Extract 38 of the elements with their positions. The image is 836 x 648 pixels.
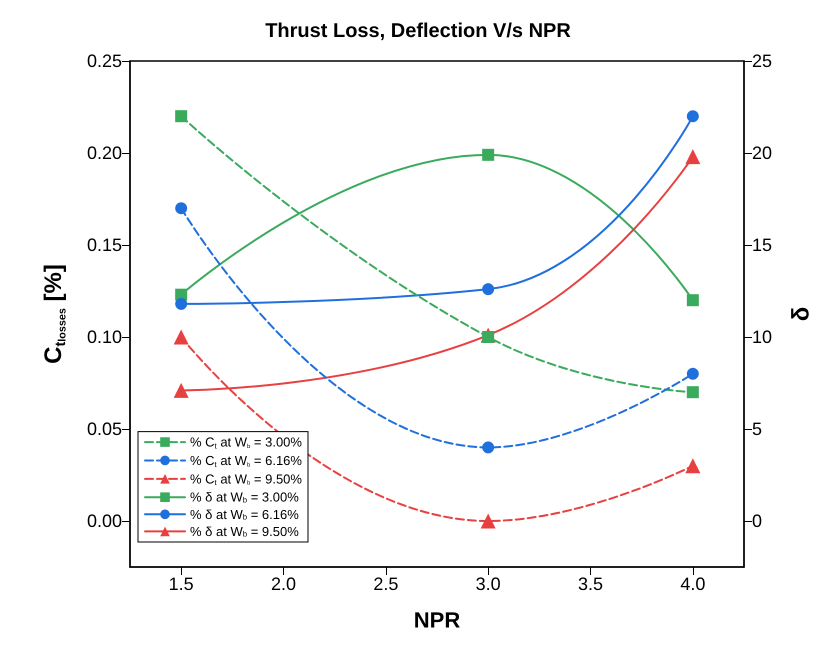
y-tick-label: 0.25 — [86, 51, 122, 71]
point — [175, 110, 188, 122]
point — [174, 382, 189, 398]
point — [685, 458, 700, 474]
x-tick-label: 3.5 — [578, 574, 604, 594]
y2-tick-label: 10 — [752, 327, 772, 347]
y2-tick-label: 5 — [752, 419, 762, 439]
point — [480, 514, 496, 528]
x-tick-label: 2.5 — [373, 574, 398, 594]
point — [686, 386, 699, 398]
x-tick-label: 2.0 — [270, 574, 296, 594]
y-tick-label: 0.00 — [86, 511, 122, 531]
chart-title: Thrust Loss, Deflection V/s NPR — [265, 20, 572, 42]
y-tick-label: 0.05 — [86, 419, 122, 439]
y-tick-label: 0.20 — [86, 143, 122, 163]
point — [482, 331, 494, 343]
y2-axis-title: δ — [788, 306, 814, 322]
y2-tick-label: 20 — [752, 143, 772, 163]
point — [482, 283, 494, 296]
point — [174, 330, 189, 344]
y-tick-label: 0.10 — [86, 327, 122, 347]
y2-tick-label: 0 — [752, 511, 762, 531]
point — [482, 441, 494, 454]
x-tick-label: 4.0 — [680, 574, 706, 594]
x-tick-label: 3.0 — [476, 574, 501, 594]
point — [685, 149, 700, 164]
point — [482, 148, 494, 161]
y2-tick-label: 25 — [752, 51, 772, 71]
point — [686, 294, 699, 306]
point — [175, 298, 188, 310]
y-axis-title: Ctlosses [%] — [40, 264, 69, 364]
point — [175, 202, 188, 214]
y-tick-label: 0.15 — [86, 235, 122, 255]
y2-tick-label: 15 — [752, 235, 772, 255]
x-tick-label: 1.5 — [168, 574, 194, 594]
point — [686, 110, 699, 122]
point — [686, 368, 699, 380]
x-axis-title: NPR — [414, 608, 460, 632]
